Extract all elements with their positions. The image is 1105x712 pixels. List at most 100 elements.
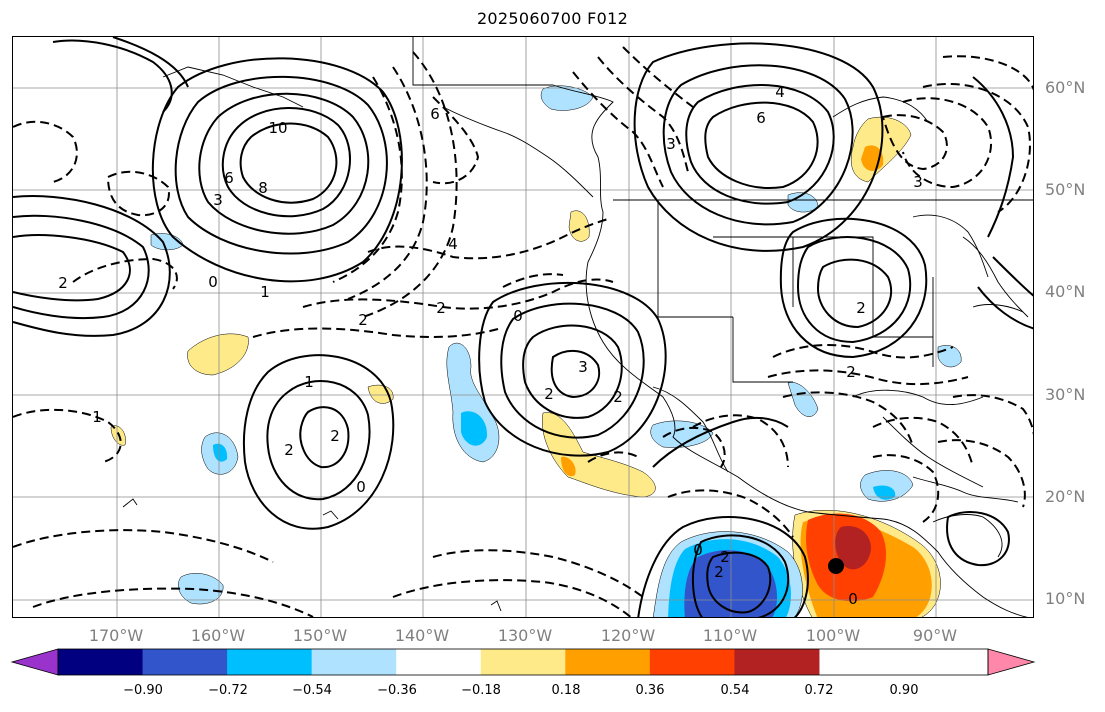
colorbar-tick-label: −0.72 (208, 683, 248, 698)
contour-high-lakes-2 (816, 258, 893, 329)
contour-label: 2 (58, 274, 68, 292)
contour-label: 1 (92, 408, 102, 426)
lat-label-60n: 60°N (1045, 78, 1086, 97)
contour-label: 8 (258, 179, 268, 197)
lon-label-120w: 120°W (600, 626, 656, 645)
negative-anomaly-east (937, 345, 962, 368)
contour-label: 4 (775, 83, 785, 101)
contour-epac-low-2 (706, 551, 772, 614)
contour-label: 3 (213, 191, 223, 209)
contour-label: 2 (284, 441, 294, 459)
contour-high-baja-3 (550, 349, 601, 399)
colorbar-frame (57, 648, 989, 676)
negative-anomaly-pacific-2-core (213, 443, 228, 462)
map-grid (13, 37, 1033, 617)
positive-anomaly-baja-core (561, 456, 576, 477)
contour-high-canada-0 (633, 42, 884, 252)
contour-label: 6 (430, 105, 440, 123)
negative-anomaly-caribbean-core (873, 485, 896, 500)
contour-high-midpac-0 (242, 354, 395, 530)
lon-label-140w: 140°W (394, 626, 450, 645)
contour-label: 1 (260, 283, 270, 301)
colorbar-segment (396, 649, 482, 675)
negative-anomaly-texas (787, 382, 819, 417)
colorbar-segment (480, 649, 566, 675)
colorbar-segment (227, 649, 313, 675)
contour-high-pac-2 (151, 57, 403, 283)
negative-contours (13, 46, 1033, 617)
colorbar-segment (142, 649, 228, 675)
contour-high-canada-4 (685, 84, 835, 205)
contour-nw-corner (52, 39, 173, 113)
colorbar-tick-label: −0.90 (123, 683, 163, 698)
contour-label: 1 (304, 373, 314, 391)
contour-label: 0 (513, 307, 523, 325)
map-panel: 2 0 10 8 6 3 1 4 6 4 3 2 6 3 2 2 0 2 1 2… (12, 36, 1034, 618)
contour-east-ridge-2 (992, 256, 1033, 297)
colorbar-tick-label: 0.18 (551, 683, 581, 698)
lat-label-30n: 30°N (1045, 385, 1086, 404)
colorbar-tick-label: 0.54 (720, 683, 750, 698)
lat-label-20n: 20°N (1045, 487, 1086, 506)
contour-high-pac-4 (174, 75, 388, 255)
colorbar (10, 648, 1036, 676)
contour-label: 2 (358, 311, 368, 329)
contour-label: 2 (613, 388, 623, 406)
contour-label: 3 (913, 173, 923, 191)
contour-label: 2 (544, 385, 554, 403)
positive-anomaly-max (835, 525, 871, 570)
positive-contours (13, 37, 1033, 617)
map-title: 2025060700 F012 (476, 9, 629, 28)
lon-label-90w: 90°W (912, 626, 958, 645)
contour-high-lakes-0 (779, 217, 928, 359)
contour-label: 6 (224, 169, 234, 187)
contour-high-baja-1 (500, 302, 645, 439)
contour-label: 6 (756, 109, 766, 127)
lon-label-130w: 130°W (497, 626, 553, 645)
lat-label-10n: 10°N (1045, 589, 1086, 608)
storm-center-marker (828, 558, 844, 574)
lat-label-50n: 50°N (1045, 180, 1086, 199)
lon-label-160w: 160°W (190, 626, 246, 645)
contour-high-canada-6 (704, 101, 819, 189)
contour-east-ridge-3 (977, 286, 1033, 330)
contour-epac-low-1 (692, 534, 790, 617)
contour-high-baja-2 (522, 324, 623, 419)
negative-anomaly-caribbean (860, 470, 914, 502)
map-canvas: 2 0 10 8 6 3 1 4 6 4 3 2 6 3 2 2 0 2 1 2… (13, 37, 1033, 617)
contour-label: 10 (268, 119, 287, 137)
contour-high-west (13, 234, 131, 302)
contour-nw-corner-2 (112, 37, 189, 88)
colorbar-tick-label: 0.90 (889, 683, 919, 698)
positive-anomaly-midpacific (187, 333, 249, 376)
colorbar-segment (565, 649, 651, 675)
contour-high-west-2 (13, 214, 150, 320)
lon-label-110w: 110°W (702, 626, 758, 645)
contour-high-pac-8 (221, 107, 351, 218)
contour-labels: 2 0 10 8 6 3 1 4 6 4 3 2 6 3 2 2 0 2 1 2… (58, 83, 923, 608)
negative-anomaly-pacific-1-core (461, 411, 488, 446)
contour-label: 0 (356, 478, 366, 496)
contour-label: 0 (848, 590, 858, 608)
contour-label: 2 (714, 563, 724, 581)
colorbar-tick-label: 0.36 (635, 683, 665, 698)
colorbar-segment (649, 649, 735, 675)
contour-high-baja-0 (478, 281, 667, 457)
colorbar-tick-label: −0.54 (292, 683, 332, 698)
colorbar-extend-high (987, 648, 1036, 676)
contour-label: 2 (846, 363, 856, 381)
contour-se-loop (946, 511, 1010, 567)
contour-high-midpac-1 (266, 379, 371, 501)
contour-label: 3 (666, 135, 676, 153)
positive-anomaly-coast (568, 210, 590, 242)
contour-label: 0 (208, 273, 218, 291)
lon-label-100w: 100°W (805, 626, 861, 645)
contour-east-ridge (972, 76, 1015, 238)
contour-high-pac-10 (239, 122, 338, 204)
contour-high-midpac-2 (299, 406, 350, 469)
contour-mexico (652, 416, 789, 468)
colorbar-segment (311, 649, 397, 675)
contour-label: 0 (693, 541, 703, 559)
lat-label-40n: 40°N (1045, 282, 1086, 301)
contour-label: 2 (330, 427, 340, 445)
